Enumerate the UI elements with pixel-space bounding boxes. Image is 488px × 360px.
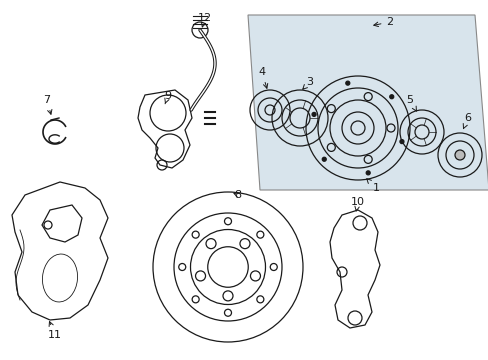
Text: 12: 12 [198,13,212,27]
Text: 10: 10 [350,197,364,211]
Circle shape [366,171,369,175]
Text: 5: 5 [406,95,416,111]
Text: 2: 2 [373,17,393,27]
Circle shape [311,112,315,116]
Polygon shape [247,15,488,190]
Circle shape [389,95,393,99]
Text: 6: 6 [462,113,470,129]
Text: 1: 1 [366,179,379,193]
Circle shape [454,150,464,160]
Text: 11: 11 [48,321,62,340]
Text: 9: 9 [164,91,171,104]
Text: 8: 8 [234,190,241,200]
Circle shape [345,81,349,85]
Text: 7: 7 [43,95,52,114]
Circle shape [322,157,325,161]
Text: 4: 4 [258,67,267,88]
Text: 3: 3 [302,77,313,89]
Circle shape [399,140,403,144]
